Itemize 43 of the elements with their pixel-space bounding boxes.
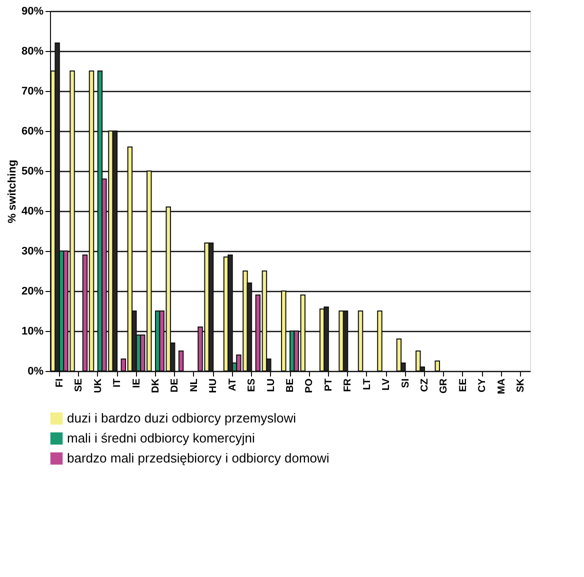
x-tick-label: DE	[170, 378, 181, 392]
x-tick-label: CY	[477, 378, 488, 392]
x-tick-label: DK	[150, 378, 162, 393]
bar	[178, 350, 184, 372]
bar	[434, 360, 440, 372]
legend-label: bardzo mali przedsiębiorcy i odbiorcy domowi	[67, 450, 330, 466]
x-tick-label: FR	[342, 378, 354, 392]
x-tick-label: SK	[516, 378, 527, 392]
bar	[416, 350, 421, 372]
x-tick-label: NL	[188, 378, 200, 392]
y-tick-label: 30%	[21, 246, 44, 258]
x-tick-label: ES	[246, 378, 258, 392]
y-tick-label: 60%	[21, 126, 44, 138]
x-tick-label: AT	[227, 378, 238, 392]
x-tick-label: HU	[208, 378, 220, 393]
x-tick-label: PO	[304, 378, 316, 393]
bar	[396, 338, 402, 372]
x-tick-label: LV	[381, 378, 392, 391]
y-tick-label: 0%	[28, 366, 44, 378]
y-tick-label: 10%	[21, 326, 44, 338]
y-tick-label: 90%	[21, 6, 44, 18]
y-tick-label: 40%	[21, 206, 44, 218]
y-tick-label: 20%	[21, 286, 44, 298]
x-tick-label: GR	[438, 378, 450, 394]
x-tick-label: FI	[54, 378, 66, 388]
x-tick-label: SI	[400, 378, 412, 388]
x-tick-label: LT	[362, 378, 373, 390]
y-tick-label: 80%	[21, 46, 44, 58]
x-tick-label: BE	[285, 378, 296, 392]
y-tick-label: 50%	[21, 166, 44, 178]
x-tick-label: PT	[323, 378, 334, 392]
x-tick-label: LU	[266, 378, 277, 392]
x-tick-label: CZ	[420, 378, 431, 392]
x-tick-label: SE	[74, 378, 85, 392]
legend-label: duzi i bardzo duzi odbiorcy przemyslowi	[67, 410, 296, 426]
y-tick-label: 70%	[21, 86, 44, 98]
legend-label: mali i średni odbiorcy komercyjni	[67, 430, 255, 446]
x-tick-label: IT	[112, 378, 124, 388]
x-tick-label: MA	[496, 378, 508, 394]
x-tick-label: UK	[92, 378, 104, 393]
x-tick-label: IE	[131, 378, 142, 388]
y-axis-title: % switching	[6, 160, 18, 224]
x-tick-label: EE	[458, 378, 469, 392]
